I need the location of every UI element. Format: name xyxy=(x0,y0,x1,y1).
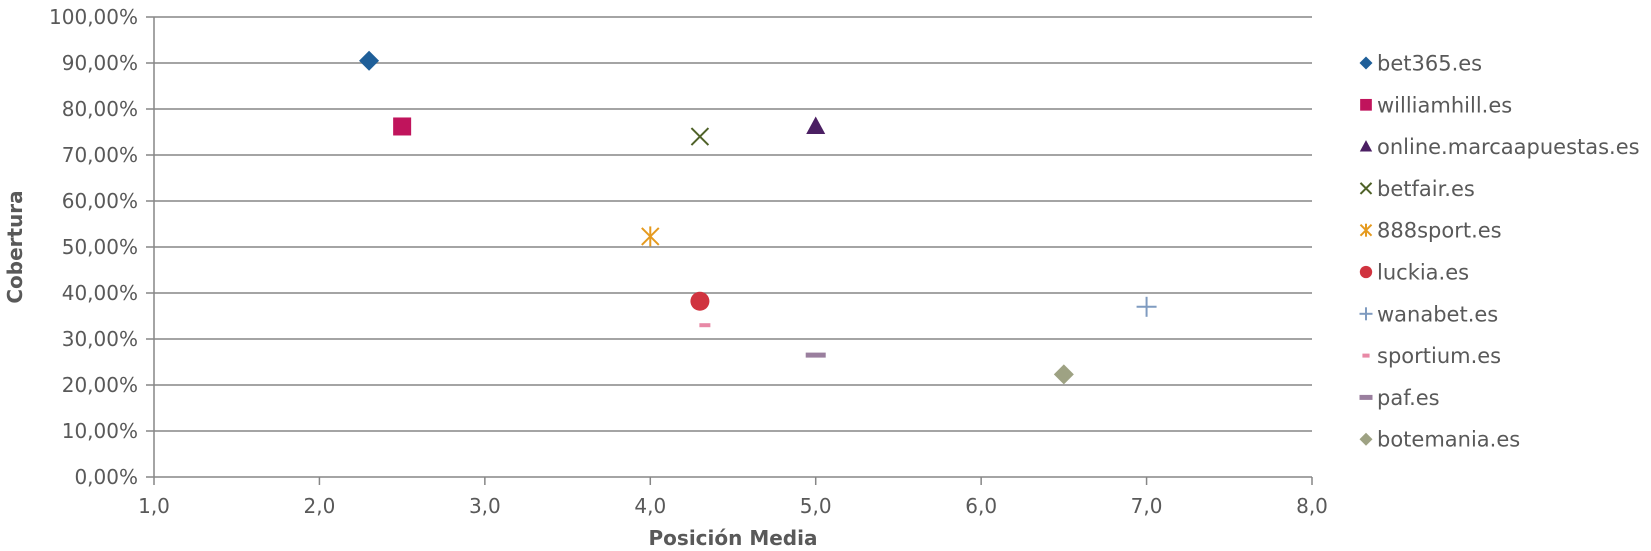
x-tick-label: 1,0 xyxy=(138,494,170,518)
y-tick-label: 50,00% xyxy=(62,235,138,259)
legend-marker-2 xyxy=(1359,140,1373,152)
legend: bet365.es williamhill.es online.marcaapues… xyxy=(1359,52,1640,452)
y-tick-label: 20,00% xyxy=(62,373,138,397)
y-tick-label: 90,00% xyxy=(62,51,138,75)
gridlines xyxy=(146,16,1312,478)
y-tick-label: 70,00% xyxy=(62,143,138,167)
x-tick-label: 8,0 xyxy=(1296,494,1328,518)
data-point-luckia-es xyxy=(690,291,710,311)
data-point-betfair-es xyxy=(690,127,710,146)
y-tick-label: 60,00% xyxy=(62,189,138,213)
y-tick-label: 30,00% xyxy=(62,327,138,351)
data-point-wanabet-es xyxy=(1136,296,1157,317)
legend-label: williamhill.es xyxy=(1377,93,1512,117)
x-tick-label: 2,0 xyxy=(304,494,336,518)
data-point-online-marcaapuestas-es xyxy=(806,116,826,134)
legend-marker-5 xyxy=(1359,265,1373,279)
legend-marker-0 xyxy=(1359,56,1373,70)
x-tick-label: 5,0 xyxy=(800,494,832,518)
legend-label: bet365.es xyxy=(1377,52,1482,76)
legend-marker-3 xyxy=(1359,182,1373,195)
legend-label: sportium.es xyxy=(1377,344,1501,368)
legend-label: botemania.es xyxy=(1377,428,1520,452)
legend-marker-8 xyxy=(1359,394,1373,400)
legend-label: betfair.es xyxy=(1377,177,1475,201)
y-tick-label: 100,00% xyxy=(49,5,138,29)
data-points xyxy=(359,50,1157,385)
y-tick-label: 0,00% xyxy=(74,465,138,489)
data-point-botemania-es xyxy=(1053,364,1074,385)
legend-marker-4 xyxy=(1359,223,1373,237)
x-axis-title: Posición Media xyxy=(649,526,818,550)
y-tick-label: 80,00% xyxy=(62,97,138,121)
data-point-sportium-es xyxy=(699,323,711,328)
legend-marker-6 xyxy=(1359,307,1373,321)
legend-marker-7 xyxy=(1362,353,1370,358)
x-tick-label: 7,0 xyxy=(1131,494,1163,518)
legend-label: online.marcaapuestas.es xyxy=(1377,135,1640,159)
legend-label: paf.es xyxy=(1377,386,1440,410)
axes: 0,00% 10,00% 20,00% 30,00% 40,00% 50,00% 60,00… xyxy=(49,5,1328,518)
x-tick-label: 3,0 xyxy=(469,494,501,518)
data-point-bet365-es xyxy=(359,50,380,71)
y-tick-label: 40,00% xyxy=(62,281,138,305)
data-point-888sport-es xyxy=(641,226,660,247)
legend-label: 888sport.es xyxy=(1377,219,1502,243)
legend-marker-9 xyxy=(1359,432,1373,446)
legend-label: wanabet.es xyxy=(1377,302,1498,326)
legend-label: luckia.es xyxy=(1377,261,1469,285)
data-point-williamhill-es xyxy=(393,117,412,136)
legend-marker-1 xyxy=(1360,98,1372,111)
x-tick-label: 6,0 xyxy=(965,494,997,518)
data-point-paf-es xyxy=(805,352,826,358)
y-axis-title: Cobertura xyxy=(3,190,27,303)
y-tick-label: 10,00% xyxy=(62,419,138,443)
x-tick-label: 4,0 xyxy=(634,494,666,518)
